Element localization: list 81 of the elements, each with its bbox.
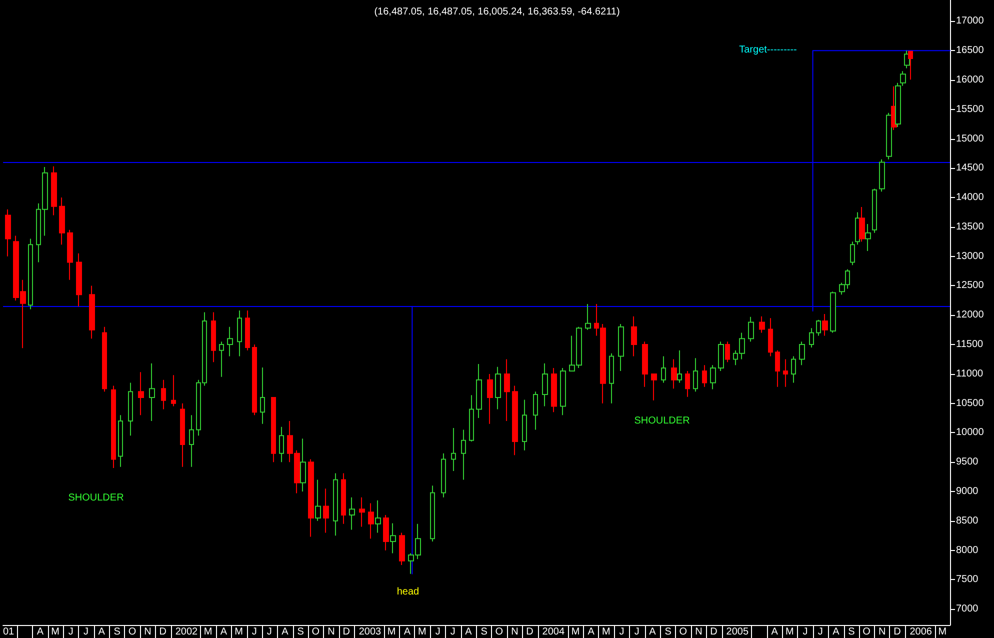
x-tick-label: D — [159, 626, 166, 638]
x-tick-label: A — [220, 626, 228, 638]
x-tick-label: N — [878, 626, 886, 638]
x-tick-label: M — [234, 626, 243, 638]
x-tick-label: J — [450, 626, 456, 638]
y-tick-label: 13500 — [956, 221, 984, 232]
x-tick-label: A — [282, 626, 289, 638]
x-tick-label: 01 — [3, 626, 15, 638]
x-tick-label: A — [588, 626, 595, 638]
x-tick-label: M — [938, 626, 947, 638]
x-tick-label: N — [695, 626, 702, 638]
x-tick-label: O — [495, 626, 504, 638]
annotation: head — [396, 586, 420, 598]
y-tick-label: 16000 — [956, 74, 984, 86]
x-tick-label: 2003 — [358, 626, 382, 638]
x-tick-label: M — [51, 626, 60, 638]
x-tick-label: O — [862, 626, 871, 638]
y-tick-label: 9500 — [956, 456, 979, 468]
x-tick-label: M — [785, 626, 794, 638]
x-tick-label: J — [634, 626, 640, 638]
annotation: SHOULDER — [68, 492, 124, 504]
x-tick-label: A — [771, 626, 778, 638]
y-tick-label: 12500 — [956, 280, 984, 292]
x-tick-label: A — [36, 626, 44, 638]
x-tick-label: S — [480, 626, 488, 638]
annotation: SHOULDER — [634, 416, 690, 426]
x-tick-label: M — [602, 626, 610, 638]
x-tick-label: O — [128, 626, 136, 638]
x-tick-label: 2005 — [726, 626, 749, 638]
y-tick-label: 11500 — [956, 339, 984, 350]
text: (16,487.05, 16,487.05, 16,005.24, 16,363.59, -64.6211) — [374, 6, 620, 18]
y-tick-label: 14500 — [956, 162, 984, 174]
y-tick-label: 8000 — [956, 544, 979, 556]
x-tick-label: A — [465, 626, 472, 638]
x-tick-label: S — [297, 626, 304, 638]
x-tick-label: A — [404, 626, 411, 638]
y-tick-label: 8500 — [956, 515, 979, 526]
y-tick-label: 11000 — [956, 368, 984, 380]
x-tick-label: J — [435, 626, 440, 638]
x-tick-label: S — [664, 626, 672, 638]
y-tick-label: 15500 — [956, 104, 984, 115]
y-tick-label: 16500 — [956, 45, 984, 56]
x-tick-label: J — [266, 626, 272, 638]
x-tick-label: M — [418, 626, 426, 638]
x-tick-label: J — [802, 626, 808, 638]
x-tick-label: M — [204, 626, 212, 638]
y-tick-label: 10000 — [956, 427, 984, 438]
y-tick-label: 9000 — [956, 486, 979, 498]
y-tick-label: 17000 — [956, 16, 984, 27]
x-tick-label: J — [252, 626, 257, 638]
y-tick-label: 12000 — [956, 310, 984, 321]
y-tick-label: 15000 — [956, 133, 984, 144]
x-tick-label: N — [328, 626, 335, 638]
x-tick-label: D — [710, 626, 718, 638]
x-tick-label: N — [144, 626, 152, 638]
x-tick-label: J — [818, 626, 823, 638]
x-tick-label: S — [114, 626, 121, 638]
x-tick-label: J — [83, 626, 88, 638]
x-tick-label: M — [387, 626, 396, 638]
x-tick-label: J — [68, 626, 74, 638]
x-tick-label: N — [511, 626, 518, 638]
x-tick-label: D — [342, 626, 350, 638]
y-tick-label: 13000 — [956, 250, 984, 262]
x-tick-label: O — [312, 626, 320, 638]
x-tick-label: A — [649, 626, 656, 638]
y-tick-label: 14000 — [956, 192, 984, 204]
x-tick-label: 2004 — [542, 626, 565, 638]
x-tick-label: D — [894, 626, 901, 638]
x-tick-label: O — [679, 626, 688, 638]
x-tick-label: J — [619, 626, 624, 638]
x-tick-label: A — [98, 626, 106, 638]
x-tick-label: M — [571, 626, 580, 638]
annotation: Target--------- — [739, 44, 797, 56]
y-tick-label: 10500 — [956, 398, 984, 409]
y-tick-label: 7000 — [956, 604, 979, 615]
y-tick-label: 7500 — [956, 574, 979, 586]
x-tick-label: 2002 — [175, 626, 198, 638]
x-tick-label: 2006 — [910, 626, 932, 638]
x-tick-label: S — [848, 626, 856, 638]
x-tick-label: A — [832, 626, 840, 638]
x-tick-label: D — [526, 626, 534, 638]
